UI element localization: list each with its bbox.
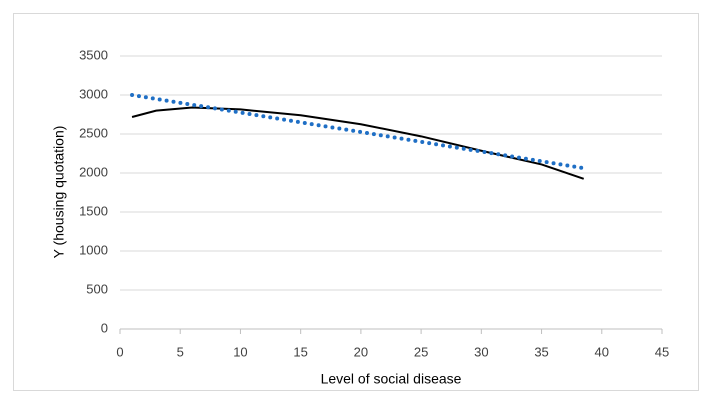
x-tick-label: 0	[116, 344, 123, 359]
x-tick-label: 30	[474, 344, 488, 359]
x-tick-label: 5	[177, 344, 184, 359]
y-tick-label: 1000	[79, 242, 108, 257]
x-axis-title: Level of social disease	[321, 371, 462, 387]
x-tick-label: 40	[595, 344, 609, 359]
x-tick-label: 10	[233, 344, 247, 359]
series-line	[130, 93, 586, 171]
x-tick-label: 25	[414, 344, 428, 359]
y-tick-label: 0	[101, 320, 108, 335]
y-tick-label: 2500	[79, 125, 108, 140]
y-axis-title: Y (housing quotation)	[51, 126, 67, 259]
x-tick-label: 35	[534, 344, 548, 359]
y-tick-label: 500	[86, 281, 108, 296]
y-tick-label: 3500	[79, 47, 108, 62]
y-tick-label: 3000	[79, 86, 108, 101]
x-tick-label: 15	[293, 344, 307, 359]
y-tick-label: 2000	[79, 164, 108, 179]
chart-border	[13, 13, 699, 391]
x-tick-label: 45	[655, 344, 669, 359]
y-tick-label: 1500	[79, 203, 108, 218]
x-tick-label: 20	[354, 344, 368, 359]
